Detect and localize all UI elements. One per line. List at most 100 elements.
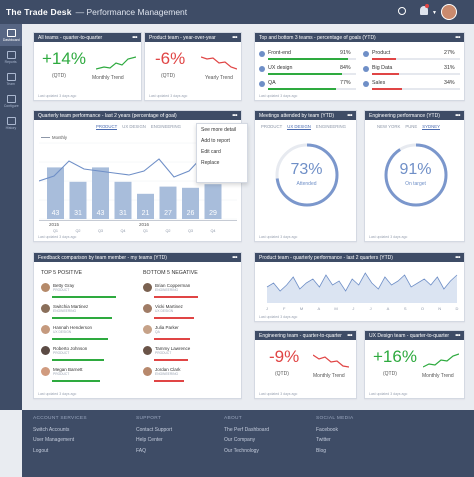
sidebar-item-configure[interactable]: Configure bbox=[0, 90, 22, 112]
chart-bar[interactable] bbox=[47, 167, 64, 219]
goal-progress-bar bbox=[268, 58, 349, 60]
kpi-period: (QTD) bbox=[52, 73, 66, 79]
footer-link[interactable]: User Management bbox=[33, 437, 75, 444]
card-title: Feedback comparison by team member - my … bbox=[38, 254, 167, 261]
team-name: Front-end bbox=[268, 50, 291, 56]
person-role: PRODUCT bbox=[53, 372, 70, 376]
year-label: 2016 bbox=[139, 222, 150, 227]
month-tick-label: O bbox=[421, 306, 424, 311]
bar-value-label: 27 bbox=[164, 210, 172, 217]
tab-engineering[interactable]: ENGINEERING bbox=[315, 124, 346, 129]
chart-bar[interactable] bbox=[204, 184, 222, 219]
chart-bar[interactable] bbox=[182, 187, 199, 219]
list-item[interactable]: Betty Gray PRODUCT bbox=[41, 283, 74, 292]
footer-link[interactable]: Contact Support bbox=[136, 426, 173, 433]
feedback-bar bbox=[154, 338, 190, 340]
last-updated: Last updated 3 days ago bbox=[369, 392, 408, 396]
chart-bar[interactable] bbox=[69, 181, 87, 219]
tab-pune[interactable]: PUNE bbox=[405, 124, 418, 129]
more-options-icon[interactable]: ••• bbox=[232, 254, 237, 261]
footer-column: ABOUT The Perf Dashboard Our Company Our Te… bbox=[224, 414, 269, 456]
donut-progress bbox=[384, 143, 448, 207]
more-options-icon[interactable]: ••• bbox=[455, 112, 460, 119]
feedback-bar bbox=[154, 317, 194, 319]
more-options-icon[interactable]: ••• bbox=[455, 254, 460, 261]
team-name: Product bbox=[372, 50, 391, 56]
footer-link[interactable]: Twitter bbox=[316, 437, 331, 444]
search-icon[interactable] bbox=[398, 7, 406, 15]
footer-column: SOCIAL MEDIA Facebook Twitter Blog bbox=[316, 414, 354, 456]
footer-link[interactable]: Switch Accounts bbox=[33, 426, 70, 433]
last-updated: Last updated 3 days ago bbox=[259, 235, 298, 239]
feedback-bar bbox=[52, 317, 112, 319]
tab-ux-design[interactable]: UX DESIGN bbox=[122, 124, 146, 129]
team-percent: 27% bbox=[444, 50, 455, 56]
sidebar-item-dashboard[interactable]: Dashboard bbox=[0, 24, 22, 46]
tab-product[interactable]: PRODUCT bbox=[261, 124, 283, 129]
list-item[interactable]: Julia Parker QA bbox=[143, 325, 179, 334]
more-options-icon[interactable]: ••• bbox=[347, 332, 352, 339]
avatar[interactable] bbox=[441, 4, 457, 20]
footer-link[interactable]: FAQ bbox=[136, 447, 147, 454]
notifications-bell-icon[interactable] bbox=[420, 6, 428, 15]
chevron-down-icon[interactable]: ▼ bbox=[432, 10, 437, 16]
tab-ux-design[interactable]: UX DESIGN bbox=[287, 124, 311, 130]
list-item[interactable]: Jordan Clark ENGINEERING bbox=[143, 367, 181, 376]
tab-new-york[interactable]: NEW YORK bbox=[377, 124, 401, 129]
chart-bar[interactable] bbox=[137, 193, 154, 219]
menu-item-edit-card[interactable]: Edit card bbox=[201, 149, 221, 155]
category-tick-label: Q3 bbox=[98, 229, 103, 233]
more-options-icon[interactable]: ••• bbox=[232, 112, 237, 119]
sidebar-item-history[interactable]: History bbox=[0, 112, 22, 134]
list-item[interactable]: Tammy Lawrence PRODUCT bbox=[143, 346, 190, 355]
footer-link[interactable]: Facebook bbox=[316, 426, 338, 433]
menu-item-see-more[interactable]: See more detail bbox=[201, 127, 237, 133]
goal-progress-bar bbox=[372, 58, 396, 60]
person-name: Betty Gray bbox=[53, 283, 75, 288]
footer-link[interactable]: Help Center bbox=[136, 437, 163, 444]
person-role: PRODUCT bbox=[53, 351, 70, 355]
footer-link[interactable]: Blog bbox=[316, 447, 327, 454]
last-updated: Last updated 3 days ago bbox=[369, 235, 408, 239]
trend-sparkline bbox=[96, 56, 136, 70]
tab-engineering[interactable]: ENGINEERING bbox=[150, 124, 181, 129]
chart-bar[interactable] bbox=[92, 167, 109, 219]
footer-link[interactable]: Logout bbox=[33, 447, 49, 454]
category-tick-label: Q4 bbox=[210, 229, 215, 233]
sidebar-item-label: Reports bbox=[5, 59, 17, 64]
more-options-icon[interactable]: ••• bbox=[455, 34, 460, 41]
list-item[interactable]: Brian Copperman ENGINEERING bbox=[143, 283, 190, 292]
more-options-icon[interactable]: ••• bbox=[232, 34, 237, 41]
list-item[interactable]: Megan Barnett PRODUCT bbox=[41, 367, 83, 376]
list-item[interactable]: Vicki Martinez UX DESIGN bbox=[143, 304, 183, 313]
sidebar-item-team[interactable]: Team bbox=[0, 68, 22, 90]
footer-link[interactable]: Our Technology bbox=[224, 447, 259, 454]
more-options-icon[interactable]: ••• bbox=[347, 112, 352, 119]
team-indicator-icon bbox=[363, 81, 369, 87]
tab-sydney[interactable]: SYDNEY bbox=[422, 124, 440, 130]
chart-bar[interactable] bbox=[159, 186, 177, 219]
card-title: Quarterly team performance - last 2 year… bbox=[38, 112, 177, 119]
page-title: — Performance Management bbox=[75, 7, 188, 17]
person-name: Hannah Henderson bbox=[53, 325, 93, 330]
sidebar-item-reports[interactable]: Reports bbox=[0, 46, 22, 68]
list-item[interactable]: Hannah Henderson UX DESIGN bbox=[41, 325, 92, 334]
person-name: Vicki Martinez bbox=[155, 304, 183, 309]
avatar bbox=[41, 346, 50, 355]
month-tick-label: J bbox=[266, 306, 268, 311]
bar-value-label: 26 bbox=[187, 210, 195, 217]
menu-item-add-to-report[interactable]: Add to report bbox=[201, 138, 230, 144]
more-options-icon[interactable]: ••• bbox=[132, 34, 137, 41]
menu-item-replace[interactable]: Replace bbox=[201, 160, 220, 166]
team-percent: 31% bbox=[444, 65, 455, 71]
chart-bar[interactable] bbox=[114, 181, 132, 219]
card-title: Engineering performance (YTD) bbox=[369, 112, 440, 119]
person-role: PRODUCT bbox=[155, 351, 172, 355]
list-item[interactable]: Roberto Johnson PRODUCT bbox=[41, 346, 87, 355]
tab-product[interactable]: PRODUCT bbox=[96, 124, 118, 130]
list-item[interactable]: Switchia Martinez ENGINEERING bbox=[41, 304, 88, 313]
bar-value-label: 43 bbox=[97, 210, 105, 217]
more-options-icon[interactable]: ••• bbox=[455, 332, 460, 339]
footer-link[interactable]: Our Company bbox=[224, 437, 256, 444]
footer-link[interactable]: The Perf Dashboard bbox=[224, 426, 270, 433]
